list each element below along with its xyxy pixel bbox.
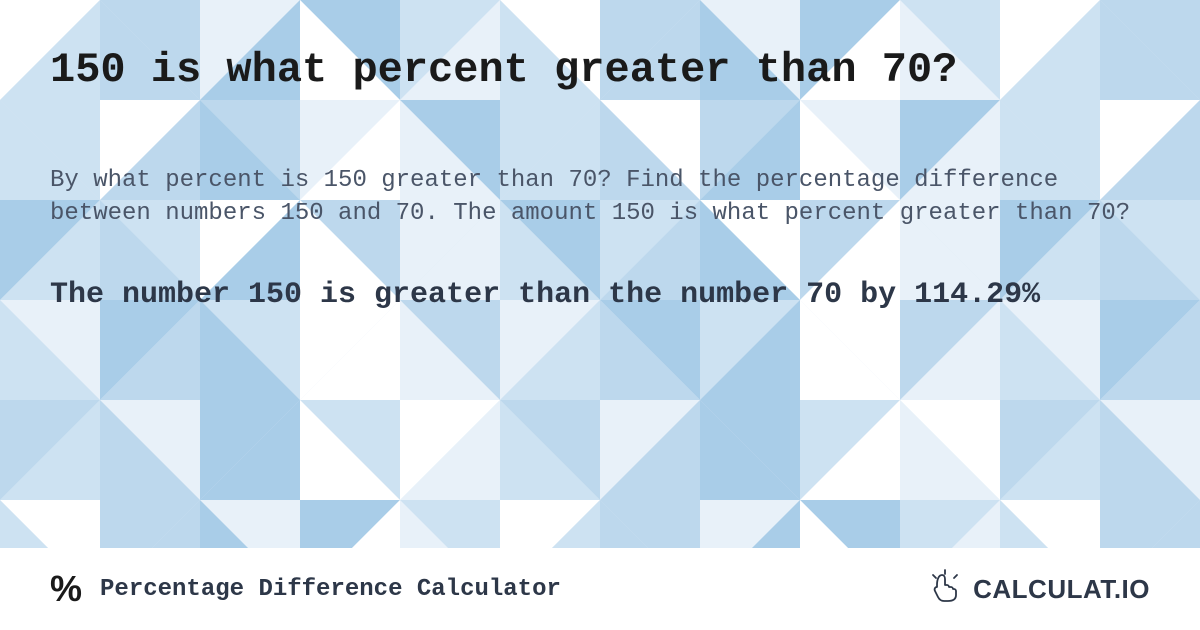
page-description: By what percent is 150 greater than 70? … [50, 165, 1150, 230]
hand-pointing-icon [927, 567, 963, 612]
brand-name: CALCULAT.IO [973, 574, 1150, 605]
result-text: The number 150 is greater than the numbe… [50, 275, 1150, 316]
calculator-name: Percentage Difference Calculator [100, 576, 561, 603]
percent-icon: % [50, 568, 82, 610]
footer-right: CALCULAT.IO [927, 567, 1150, 612]
footer: % Percentage Difference Calculator CALCU… [0, 548, 1200, 630]
main-content: 150 is what percent greater than 70? By … [0, 0, 1200, 316]
footer-left: % Percentage Difference Calculator [50, 568, 561, 610]
page-title: 150 is what percent greater than 70? [50, 45, 1150, 95]
